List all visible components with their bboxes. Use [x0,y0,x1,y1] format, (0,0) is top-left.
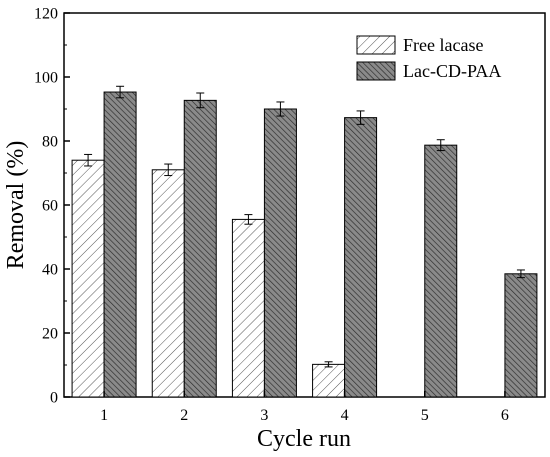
y-tick-label: 120 [34,6,58,23]
x-tick-label: 5 [421,407,429,424]
x-axis: 1 2 3 4 5 6 [100,391,509,424]
bar-free-lacase [231,218,265,398]
y-tick-label: 100 [34,70,58,87]
error-bars-group [84,85,525,368]
x-tick-label: 6 [501,407,509,424]
x-tick-label: 2 [180,407,188,424]
legend-swatch-lac-cd-paa [356,61,396,81]
legend-swatch-free-lacase [356,35,396,55]
x-tick-label: 3 [260,407,268,424]
bar-free-lacase [151,169,185,398]
y-tick-label: 20 [42,326,58,343]
x-tick-label: 1 [100,407,108,424]
legend-label-lac-cd-paa: Lac-CD-PAA [403,61,501,81]
y-tick-label: 60 [42,198,58,215]
bar-lac-cd-paa [504,273,538,398]
y-tick-label: 80 [42,134,58,151]
bar-free-lacase [312,363,346,398]
plot-area [63,12,546,398]
bar-lac-cd-paa [103,91,137,398]
y-axis: 0 20 40 60 80 100 120 [34,6,70,407]
bar-lac-cd-paa [424,144,458,398]
bar-free-lacase [71,159,105,398]
y-tick-label: 0 [50,390,58,407]
x-axis-title: Cycle run [257,426,351,452]
y-tick-label: 40 [42,262,58,279]
legend: Free lacase Lac-CD-PAA [356,35,501,81]
bar-lac-cd-paa [263,108,297,398]
bars-group [71,91,538,398]
bar-lac-cd-paa [344,117,378,398]
legend-label-free-lacase: Free lacase [403,35,483,55]
bar-lac-cd-paa [183,99,217,398]
x-tick-label: 4 [341,407,349,424]
y-axis-title: Removal (%) [3,141,29,270]
